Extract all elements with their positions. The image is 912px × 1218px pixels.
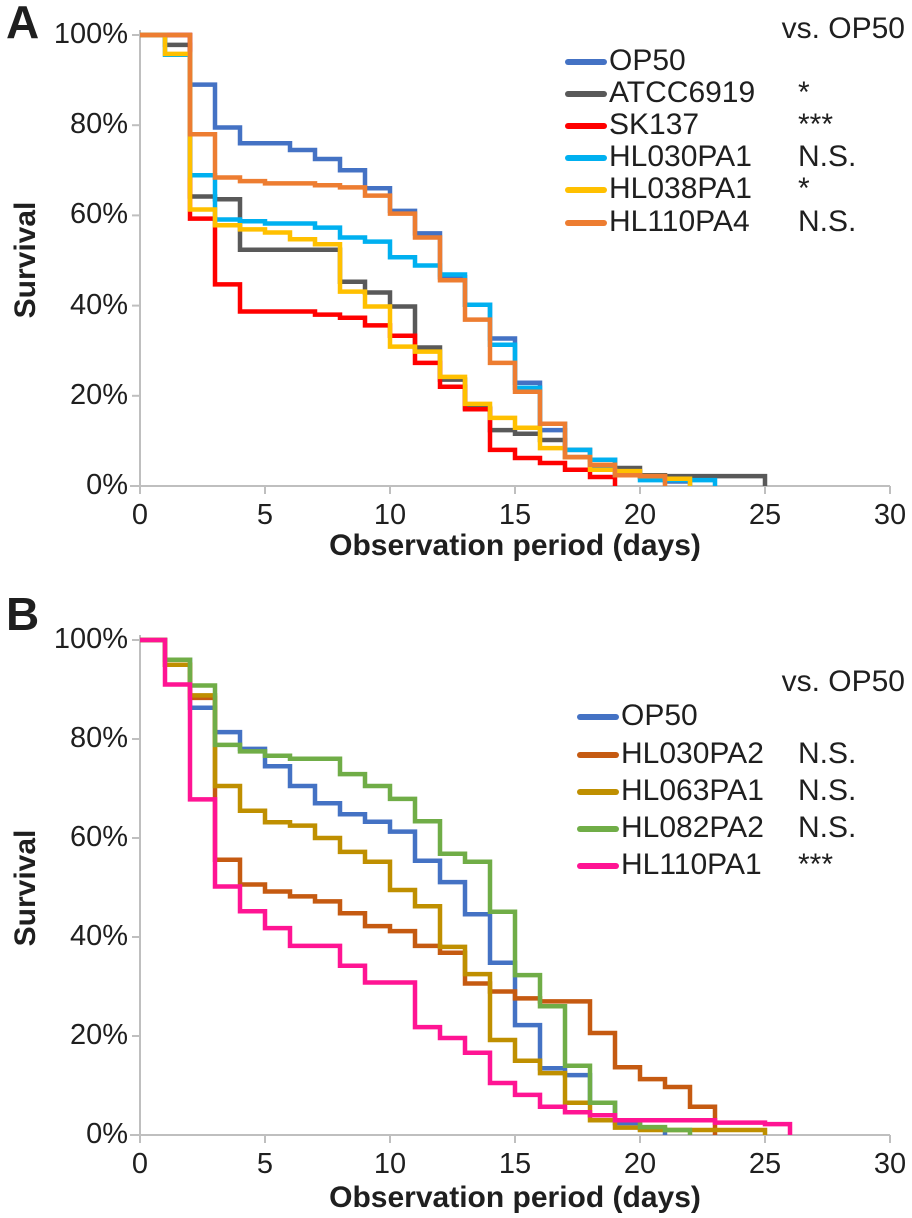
legend-label-hl030pa2: HL030PA2 — [621, 737, 764, 770]
legend-swatch-hl110pa4 — [565, 220, 607, 226]
legend-label-hl063pa1: HL063PA1 — [621, 774, 764, 807]
panel-b-y-tick-label: 0% — [86, 1118, 128, 1150]
panel-b-y-tick-label: 20% — [69, 1019, 128, 1051]
legend-label-sk137: SK137 — [609, 108, 700, 141]
survival-curve-hl110pa4 — [140, 32, 668, 486]
survival-curve-hl082pa2 — [140, 637, 693, 1135]
panel-a-x-tick-label: 20 — [623, 499, 657, 531]
panel-b-x-tick-label: 25 — [748, 1148, 782, 1180]
panel-b-legend-title: vs. OP50 — [781, 665, 905, 698]
legend-label-hl030pa1: HL030PA1 — [609, 140, 752, 173]
panel-b-x-axis-title: Observation period (days) — [329, 1181, 701, 1214]
legend-swatch-op50 — [565, 59, 607, 65]
panel-a-y-tick-label: 100% — [53, 18, 128, 50]
significance-label-hl110pa4: N.S. — [798, 205, 857, 238]
panel-b-x-tick-label: 20 — [623, 1148, 657, 1180]
legend-swatch-atcc6919 — [565, 91, 607, 97]
panel-b-letter: B — [6, 588, 40, 640]
panel-b-y-tick-label: 100% — [53, 623, 128, 655]
significance-label-sk137: *** — [798, 108, 834, 141]
panel-b-y-tick-label: 80% — [69, 722, 128, 754]
legend-swatch-hl038pa1 — [565, 187, 607, 193]
legend-swatch-hl030pa2 — [577, 752, 619, 758]
panel-a-y-tick-label: 40% — [69, 288, 128, 321]
panel-a-y-tick-label: 60% — [69, 198, 128, 231]
legend-label-hl038pa1: HL038PA1 — [609, 172, 752, 205]
significance-label-hl030pa1: N.S. — [798, 140, 857, 173]
panel-a-legend-title: vs. OP50 — [781, 12, 905, 45]
survival-curve-hl110pa1 — [140, 637, 793, 1135]
panel-a-y-tick-label: 0% — [86, 469, 128, 501]
panel-b-x-tick-label: 30 — [873, 1148, 907, 1180]
significance-label-hl063pa1: N.S. — [798, 774, 857, 807]
legend-swatch-sk137 — [565, 123, 607, 129]
panel-b-y-tick-label: 40% — [69, 920, 128, 952]
legend-label-op50: OP50 — [621, 699, 698, 732]
panel-a-x-tick-label: 30 — [873, 499, 907, 531]
panel-a-y-tick-label: 20% — [69, 378, 128, 411]
panel-a-x-tick-label: 0 — [131, 499, 149, 531]
legend-label-hl110pa4: HL110PA4 — [609, 205, 750, 238]
panel-b-x-tick-label: 5 — [256, 1148, 274, 1180]
legend-swatch-op50 — [577, 714, 619, 720]
legend-swatch-hl063pa1 — [577, 789, 619, 795]
legend-swatch-hl030pa1 — [565, 155, 607, 161]
panel-a-x-tick-label: 5 — [256, 499, 274, 531]
panel-a-y-tick-label: 80% — [69, 108, 128, 141]
legend-label-hl110pa1: HL110PA1 — [621, 848, 762, 881]
panel-b-x-tick-label: 0 — [131, 1148, 149, 1180]
significance-label-hl082pa2: N.S. — [798, 811, 857, 844]
legend-swatch-hl082pa2 — [577, 826, 619, 832]
panel-a-x-tick-label: 15 — [498, 499, 532, 531]
significance-label-hl038pa1: * — [798, 172, 810, 205]
significance-label-hl110pa1: *** — [798, 848, 834, 881]
survival-curve-sk137 — [140, 32, 618, 486]
significance-label-hl030pa2: N.S. — [798, 737, 857, 770]
legend-label-op50: OP50 — [609, 44, 686, 77]
legend-label-hl082pa2: HL082PA2 — [621, 811, 764, 844]
panel-b-x-tick-label: 10 — [373, 1148, 407, 1180]
survival-curve-hl063pa1 — [140, 637, 768, 1135]
panel-b-y-tick-label: 60% — [69, 821, 128, 853]
panel-a-x-axis-title: Observation period (days) — [329, 529, 701, 562]
significance-label-atcc6919: * — [798, 76, 810, 109]
survival-curve-hl030pa1 — [140, 32, 718, 486]
legend-label-atcc6919: ATCC6919 — [609, 76, 756, 109]
panel-a-x-tick-label: 25 — [748, 499, 782, 531]
panel-b-x-tick-label: 15 — [498, 1148, 532, 1180]
panel-a-letter: A — [6, 0, 40, 48]
survival-curve-hl038pa1 — [140, 32, 693, 486]
panel-a-x-tick-label: 10 — [373, 499, 407, 531]
legend-swatch-hl110pa1 — [577, 863, 619, 869]
survival-curve-hl030pa2 — [140, 637, 718, 1135]
